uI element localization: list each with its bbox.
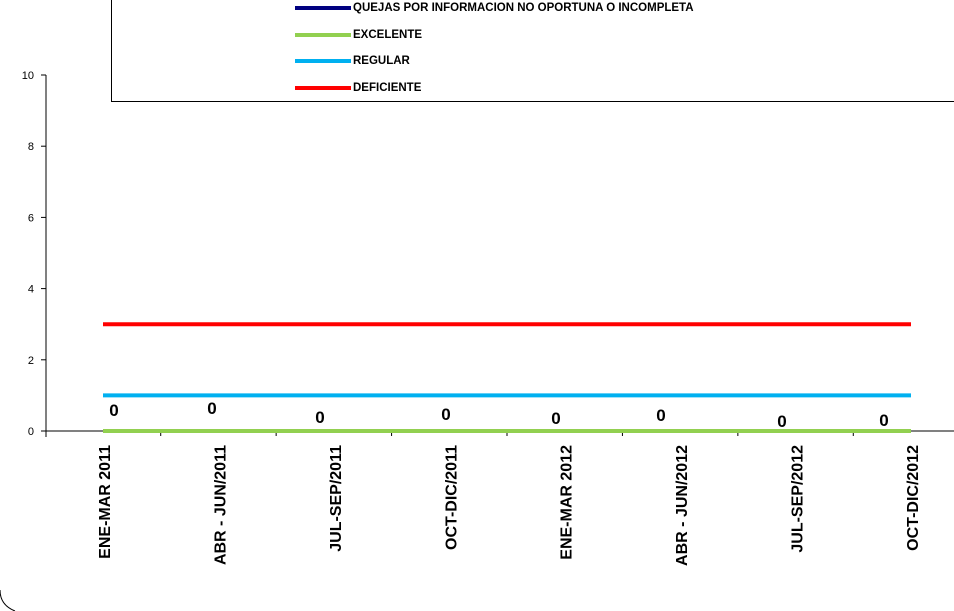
frame-curve xyxy=(0,589,16,611)
x-tick-label: ENE-MAR 2012 xyxy=(559,445,576,560)
x-tick-label: OCT-DIC/2011 xyxy=(443,445,460,550)
y-tick-label: 6 xyxy=(28,212,34,224)
y-tick-label: 10 xyxy=(22,70,34,82)
x-tick-label: ABR - JUN/2011 xyxy=(212,445,229,565)
x-tick-label: ABR - JUN/2012 xyxy=(674,445,691,566)
x-tick-label: OCT-DIC/2012 xyxy=(905,445,922,551)
y-tick-label: 4 xyxy=(28,284,34,296)
legend-swatch-deficiente xyxy=(295,86,351,90)
x-tick-label: ENE-MAR 2011 xyxy=(97,445,114,559)
legend-item-regular: REGULAR xyxy=(295,54,410,68)
x-tick-label: JUL-SEP/2011 xyxy=(328,445,345,552)
legend-swatch-excelente xyxy=(295,33,351,37)
data-label: 0 xyxy=(777,412,786,431)
data-label: 0 xyxy=(109,401,118,420)
data-label: 0 xyxy=(551,409,560,428)
data-label: 0 xyxy=(315,408,324,427)
legend-swatch-quejas xyxy=(295,6,351,10)
legend-item-excelente: EXCELENTE xyxy=(295,28,422,42)
data-label: 0 xyxy=(441,405,450,424)
legend-item-quejas: QUEJAS POR INFORMACION NO OPORTUNA O INC… xyxy=(295,1,694,15)
x-tick-label: JUL-SEP/2012 xyxy=(790,445,807,553)
y-tick-label: 2 xyxy=(28,355,34,367)
y-tick-label: 0 xyxy=(28,426,34,438)
y-tick-label: 8 xyxy=(28,141,34,153)
data-label: 0 xyxy=(207,399,216,418)
legend-swatch-regular xyxy=(295,59,351,63)
data-label: 0 xyxy=(879,411,888,430)
legend-label-deficiente: DEFICIENTE xyxy=(353,82,422,94)
legend-label-regular: REGULAR xyxy=(353,55,410,67)
legend-label-quejas: QUEJAS POR INFORMACION NO OPORTUNA O INC… xyxy=(353,2,694,14)
legend-label-excelente: EXCELENTE xyxy=(353,29,423,41)
data-label: 0 xyxy=(656,406,665,425)
legend-item-deficiente: DEFICIENTE xyxy=(295,81,421,95)
legend: QUEJAS POR INFORMACION NO OPORTUNA O INC… xyxy=(111,0,954,102)
